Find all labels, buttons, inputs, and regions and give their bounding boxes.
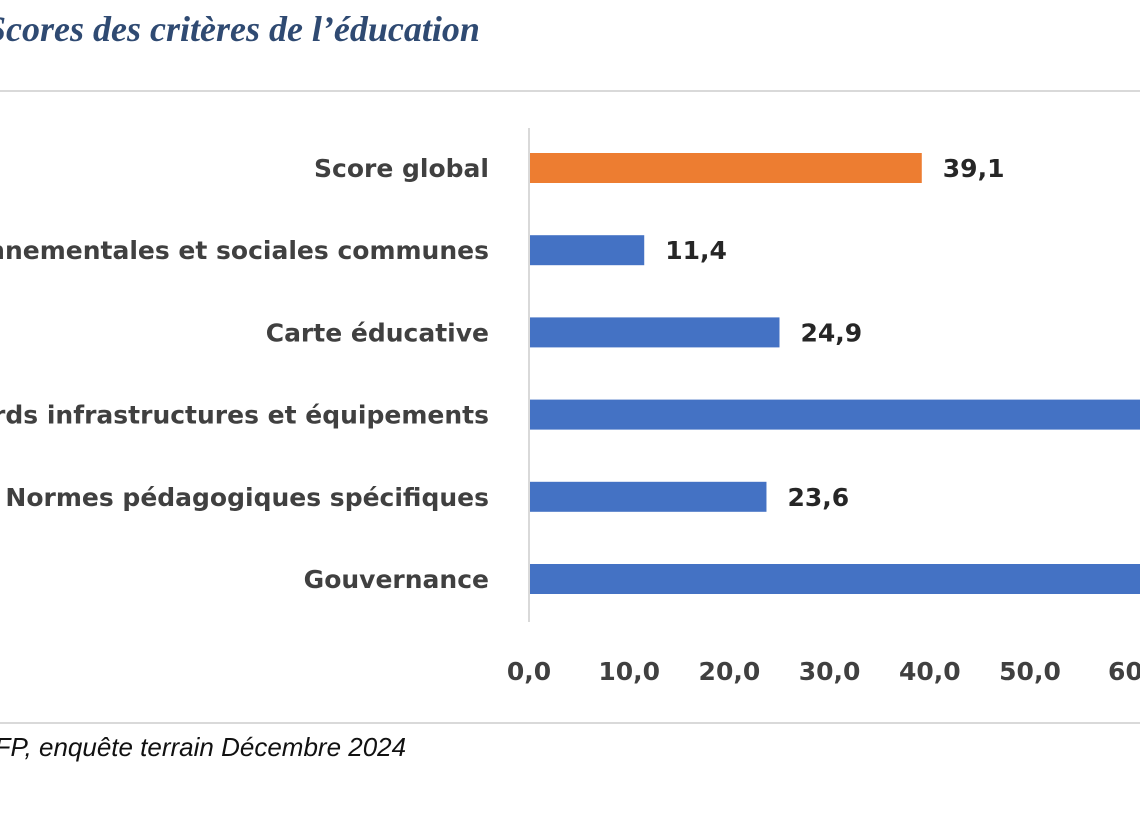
bottom-divider [0, 722, 1140, 724]
top-divider [0, 90, 1140, 92]
x-tick-label: 50,0 [999, 657, 1061, 686]
x-tick-label: 40,0 [899, 657, 961, 686]
bar [530, 153, 922, 183]
data-label: 23,6 [787, 483, 849, 512]
bar [530, 564, 1140, 594]
category-label: Normes pédagogiques spécifiques [5, 483, 489, 512]
category-label: ards infrastructures et équipements [0, 401, 489, 430]
bar [530, 481, 767, 512]
x-tick-label: 20,0 [699, 657, 761, 686]
x-tick-label: 10,0 [598, 657, 660, 686]
bar-chart: Score global 39,1 onnementales et sociales… [0, 128, 1140, 686]
bar [530, 399, 1140, 430]
data-label: 39,1 [943, 154, 1005, 183]
bar [530, 317, 780, 348]
chart-title: Scores des critères de l’éducation [0, 9, 480, 49]
category-label: Carte éducative [266, 318, 489, 347]
bar [530, 235, 645, 266]
data-label: 24,9 [800, 318, 862, 347]
source-note: -FP, enquête terrain Décembre 2024 [0, 732, 407, 762]
category-label: Score global [314, 154, 489, 183]
category-label: onnementales et sociales communes [0, 236, 489, 265]
x-tick-label: 60, [1108, 657, 1140, 686]
x-tick-label: 0,0 [507, 657, 551, 686]
category-label: Gouvernance [304, 565, 489, 594]
x-tick-label: 30,0 [799, 657, 861, 686]
data-label: 11,4 [665, 236, 727, 265]
